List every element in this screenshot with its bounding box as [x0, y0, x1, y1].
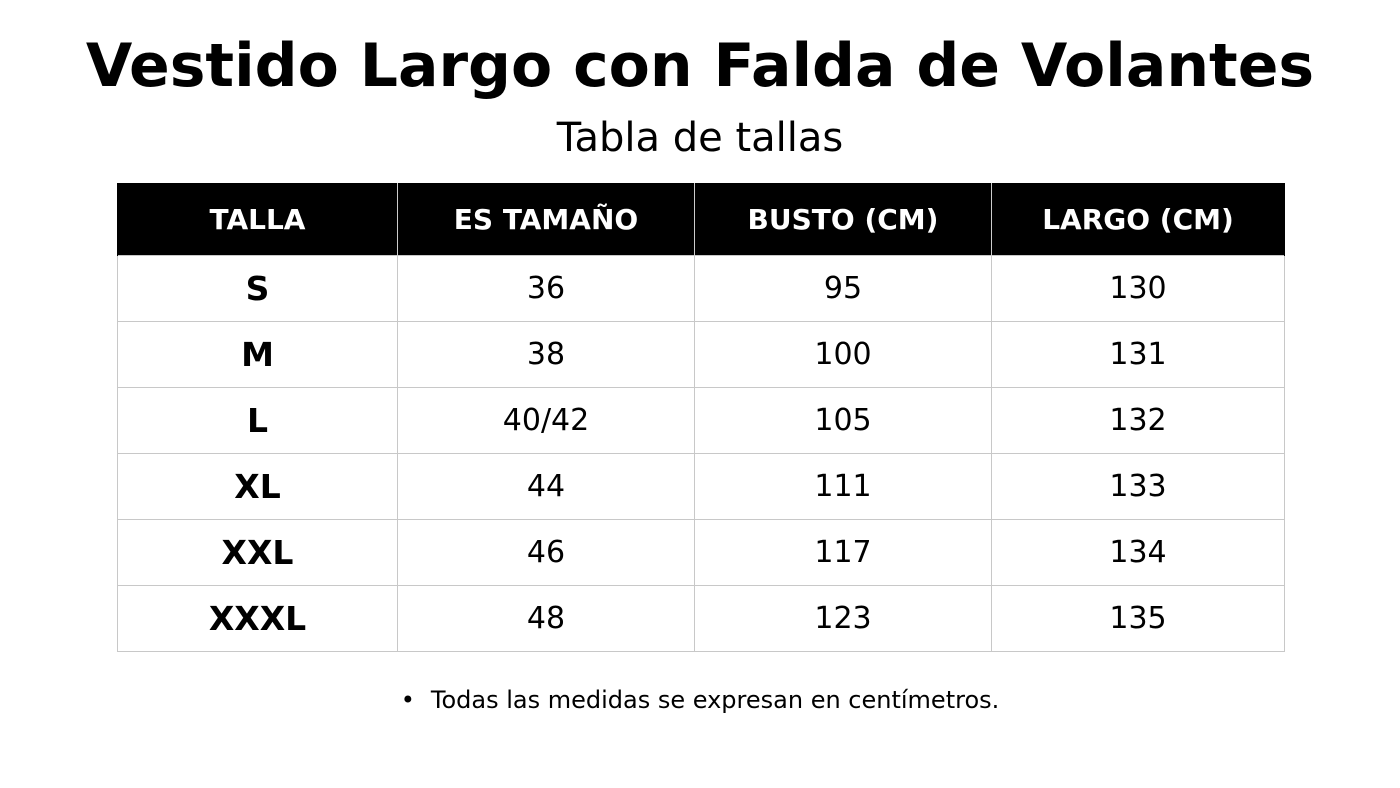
column-header-size: TALLA [117, 183, 398, 256]
table-header-row: TALLA ES TAMAÑO BUSTO (CM) LARGO (CM) [117, 183, 1285, 256]
table-row: XXXL 48 123 135 [117, 585, 1285, 652]
length-cell: 134 [991, 519, 1285, 586]
length-cell: 135 [991, 585, 1285, 652]
bust-cell: 105 [694, 387, 992, 454]
bust-cell: 95 [694, 255, 992, 322]
table-row: XXL 46 117 134 [117, 519, 1285, 586]
column-header-es-size: ES TAMAÑO [397, 183, 695, 256]
size-cell: XXL [117, 519, 398, 586]
length-cell: 130 [991, 255, 1285, 322]
page-subtitle: Tabla de tallas [556, 115, 844, 161]
column-header-bust: BUSTO (CM) [694, 183, 992, 256]
table-row: S 36 95 130 [117, 255, 1285, 322]
es-size-cell: 44 [397, 453, 695, 520]
size-cell: M [117, 321, 398, 388]
footnote: • Todas las medidas se expresan en centím… [0, 684, 1400, 716]
bust-cell: 111 [694, 453, 992, 520]
length-cell: 132 [991, 387, 1285, 454]
es-size-cell: 46 [397, 519, 695, 586]
es-size-cell: 36 [397, 255, 695, 322]
size-cell: S [117, 255, 398, 322]
bullet-icon: • [400, 686, 415, 714]
bust-cell: 100 [694, 321, 992, 388]
size-cell: L [117, 387, 398, 454]
size-cell: XL [117, 453, 398, 520]
footnote-text: Todas las medidas se expresan en centíme… [430, 686, 1000, 714]
es-size-cell: 40/42 [397, 387, 695, 454]
column-header-length: LARGO (CM) [991, 183, 1285, 256]
length-cell: 133 [991, 453, 1285, 520]
size-cell: XXXL [117, 585, 398, 652]
bust-cell: 123 [694, 585, 992, 652]
es-size-cell: 38 [397, 321, 695, 388]
length-cell: 131 [991, 321, 1285, 388]
page-title: Vestido Largo con Falda de Volantes [85, 31, 1315, 101]
table-row: XL 44 111 133 [117, 453, 1285, 520]
size-chart-table: TALLA ES TAMAÑO BUSTO (CM) LARGO (CM) S … [117, 183, 1285, 652]
table-row: M 38 100 131 [117, 321, 1285, 388]
table-row: L 40/42 105 132 [117, 387, 1285, 454]
bust-cell: 117 [694, 519, 992, 586]
es-size-cell: 48 [397, 585, 695, 652]
